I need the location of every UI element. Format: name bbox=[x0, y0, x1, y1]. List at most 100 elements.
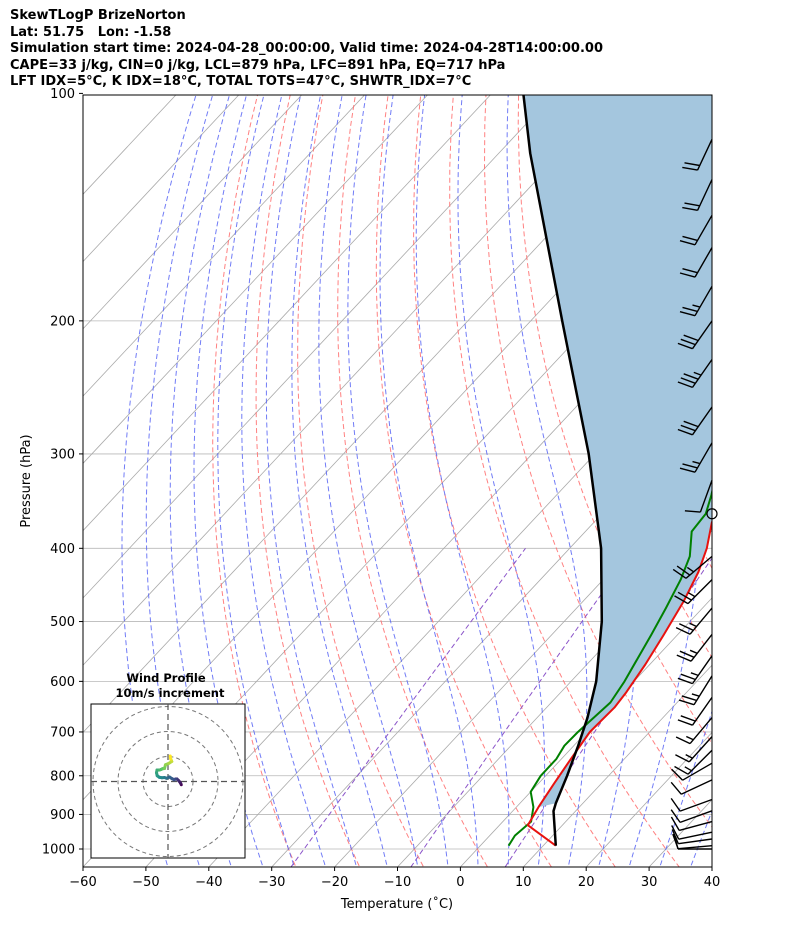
moist-adiabat bbox=[347, 95, 449, 867]
moist-adiabat bbox=[690, 809, 712, 867]
wind-barb bbox=[675, 736, 713, 763]
wind-barb bbox=[671, 825, 713, 840]
title-indices: LFT IDX=5°C, K IDX=18°C, TOTAL TOTS=47°C… bbox=[10, 74, 472, 90]
moist-adiabat bbox=[193, 95, 264, 867]
wind-barb bbox=[684, 479, 713, 513]
isotherm-grid bbox=[83, 59, 794, 880]
moist-adiabat bbox=[265, 95, 358, 867]
x-tick-label: −30 bbox=[258, 875, 285, 890]
hodograph-subtitle: 10m/s increment bbox=[116, 686, 225, 700]
wind-barb bbox=[674, 749, 713, 775]
moist-adiabat bbox=[506, 95, 588, 867]
cape-area bbox=[523, 95, 712, 808]
dry-adiabat bbox=[776, 77, 794, 881]
isotherm-line bbox=[83, 95, 554, 599]
wind-barb bbox=[670, 779, 713, 795]
wind-barb bbox=[679, 285, 713, 317]
moist-adiabat bbox=[716, 93, 794, 880]
axes: −60 −50 −40 −30 −20 −10 0 10 20 30 40 1000 900 800 700… bbox=[42, 87, 720, 890]
isotherm-line bbox=[762, 59, 794, 880]
isotherm-line bbox=[271, 395, 712, 867]
y-tick-label: 900 bbox=[50, 808, 75, 823]
title-times: Simulation start time: 2024-04-28_00:00:… bbox=[10, 41, 603, 57]
isotherm-line bbox=[83, 95, 366, 397]
wind-barb bbox=[672, 833, 713, 850]
wind-barb bbox=[679, 214, 713, 246]
moist-adiabat bbox=[291, 95, 388, 867]
x-tick-label: 0 bbox=[456, 875, 464, 890]
y-tick-label: 100 bbox=[50, 87, 75, 102]
isotherm-line bbox=[208, 328, 712, 867]
x-tick-label: −60 bbox=[69, 875, 96, 890]
x-tick-label: −40 bbox=[195, 875, 222, 890]
chart-title-block: SkewTLogP BrizeNorton Lat: 51.75 Lon: -1… bbox=[10, 8, 603, 91]
y-tick-label: 600 bbox=[50, 675, 75, 690]
isotherm-line bbox=[83, 95, 428, 464]
hodograph-ring bbox=[117, 731, 219, 832]
dry-adiabat bbox=[449, 95, 680, 867]
wind-barb bbox=[679, 247, 713, 278]
moist-adiabat bbox=[318, 95, 419, 867]
dewpoint-line bbox=[507, 487, 712, 847]
x-tick-label: −20 bbox=[321, 875, 348, 890]
hodograph-title: Wind Profile bbox=[126, 671, 206, 685]
wind-barb bbox=[682, 179, 713, 211]
y-tick-label: 500 bbox=[50, 615, 75, 630]
moist-adiabat bbox=[457, 95, 546, 867]
isotherm-line bbox=[522, 664, 712, 867]
title-station: SkewTLogP BrizeNorton bbox=[10, 8, 186, 23]
wind-barb bbox=[678, 675, 713, 706]
wind-barb bbox=[677, 655, 713, 685]
isotherm-line bbox=[83, 95, 240, 263]
moist-adiabat bbox=[241, 95, 327, 867]
x-tick-label: 10 bbox=[515, 875, 532, 890]
wind-barb bbox=[672, 555, 713, 579]
hodograph-inset: Wind Profile 10m/s increment bbox=[90, 671, 246, 859]
wind-barb bbox=[670, 816, 713, 832]
moist-adiabat bbox=[747, 93, 794, 880]
wind-barb bbox=[671, 762, 713, 781]
isotherm-line bbox=[83, 95, 491, 532]
wind-barb bbox=[679, 442, 713, 473]
wind-barb bbox=[677, 359, 713, 389]
cape-fill bbox=[523, 95, 712, 808]
x-tick-label: 40 bbox=[704, 875, 721, 890]
temperature-line bbox=[526, 519, 712, 847]
isotherm-line bbox=[83, 95, 303, 330]
dry-adiabat bbox=[337, 95, 489, 867]
isotherm-line bbox=[145, 260, 712, 867]
moist-adiabat bbox=[415, 95, 510, 867]
wind-barb bbox=[675, 607, 713, 635]
wind-barb bbox=[677, 406, 713, 436]
wind-barb bbox=[674, 579, 713, 605]
x-axis-label: Temperature (˚C) bbox=[340, 896, 453, 912]
dry-adiabat bbox=[413, 95, 616, 867]
dry-adiabat bbox=[375, 95, 553, 867]
wind-barb bbox=[682, 139, 713, 171]
y-tick-label: 400 bbox=[50, 542, 75, 557]
title-cape: CAPE=33 j/kg, CIN=0 j/kg, LCL=879 hPa, L… bbox=[10, 57, 506, 73]
wind-barb bbox=[670, 797, 713, 812]
wind-barb bbox=[677, 696, 713, 726]
parcel-line bbox=[522, 95, 604, 846]
wind-barb bbox=[670, 809, 713, 824]
x-tick-label: −50 bbox=[132, 875, 159, 890]
dry-adiabat bbox=[255, 95, 361, 867]
dry-adiabat bbox=[297, 95, 425, 867]
dry-adiabat bbox=[212, 95, 297, 867]
y-tick-label: 700 bbox=[50, 725, 75, 740]
mixing-ratio-line bbox=[290, 548, 526, 867]
wind-barb bbox=[677, 320, 713, 350]
y-axis-label: Pressure (hPa) bbox=[19, 434, 34, 527]
sounding-profiles bbox=[507, 95, 712, 847]
isotherm-line bbox=[711, 866, 712, 867]
moist-adiabat bbox=[659, 709, 712, 867]
wind-barbs bbox=[670, 139, 718, 850]
y-tick-label: 300 bbox=[50, 447, 75, 462]
isotherm-line bbox=[396, 530, 712, 867]
wind-barb bbox=[675, 717, 713, 745]
moist-adiabat bbox=[217, 95, 295, 867]
wind-barb bbox=[671, 829, 713, 845]
y-tick-label: 200 bbox=[50, 314, 75, 329]
